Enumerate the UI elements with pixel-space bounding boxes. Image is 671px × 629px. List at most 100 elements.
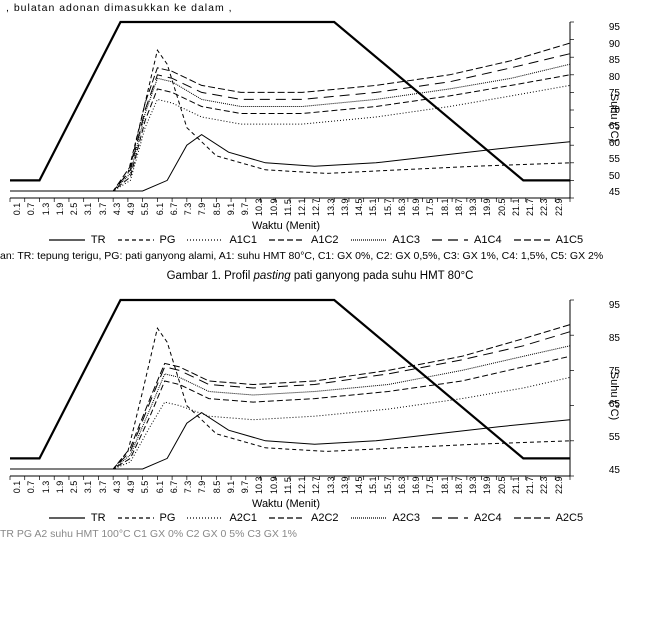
tick: 16.9 [411,480,421,494]
tick: 9.7 [240,202,250,216]
tick: 10.3 [254,480,264,494]
tick: 1.9 [55,202,65,216]
tick: 13.9 [340,480,350,494]
tick: 1.3 [41,202,51,216]
legend-item-A1C5: A1C5 [514,234,584,246]
tick: 15.1 [368,202,378,216]
legend-label: A1C5 [556,234,584,246]
caption1-ital: pasting [254,270,291,282]
legend-label: A2C3 [393,512,421,524]
series-A2C3 [10,345,570,468]
series-TR [10,412,570,468]
legend-label: A1C2 [311,234,339,246]
legend-label: A1C4 [474,234,502,246]
series-temp [10,300,570,458]
tick: 7.9 [197,480,207,494]
chart1-x-ticks: 0.10.71.31.92.53.13.74.34.95.56.16.77.37… [10,204,566,214]
tick: 4.3 [112,480,122,494]
legend-swatch [49,234,85,246]
tick: 45 [609,465,620,476]
chart2-wrap: 455565758595 Suhu (°C) 0.10.71.31.92.53.… [4,296,634,496]
tick: 19.3 [468,480,478,494]
tick: 0.1 [12,480,22,494]
tick: 2.5 [69,202,79,216]
tick: 55 [609,432,620,443]
tick: 14.5 [354,202,364,216]
tick: 21.7 [525,202,535,216]
tick: 16.3 [397,202,407,216]
legend-swatch [49,512,85,524]
series-temp [10,22,570,180]
tick: 3.1 [83,202,93,216]
tick: 21.7 [525,480,535,494]
legend-label: A2C5 [556,512,584,524]
tick: 2.5 [69,480,79,494]
legend-label: A2C1 [229,512,257,524]
tick: 22.3 [539,480,549,494]
legend-item-TR: TR [49,234,106,246]
legend-label: A1C3 [393,234,421,246]
tick: 1.3 [41,480,51,494]
legend-label: TR [91,234,106,246]
tick: 7.3 [183,480,193,494]
tick: 14.5 [354,480,364,494]
tick: 4.3 [112,202,122,216]
tick: 22.9 [554,202,564,216]
chart2-legend: TR PG A2C1 A2C2 A2C3 A2C4 A2C5 [6,512,626,524]
tick: 18.1 [440,480,450,494]
tick: 0.1 [12,202,22,216]
legend-label: A2C4 [474,512,502,524]
series-A1C5 [10,43,570,191]
tick: 22.3 [539,202,549,216]
tick: 13.9 [340,202,350,216]
legend-label: A2C2 [311,512,339,524]
legend-label: PG [160,512,176,524]
top-cropped-text: , bulatan adonan dimasukkan ke dalam , [6,2,646,14]
tick: 9.1 [226,480,236,494]
tick: 21.1 [511,202,521,216]
tick: 55 [609,154,620,165]
chart2-svg [4,296,634,496]
tick: 19.9 [482,202,492,216]
series-A2C2 [10,356,570,469]
tick: 45 [609,187,620,198]
tick: 7.3 [183,202,193,216]
tick: 16.3 [397,480,407,494]
legend-item-A1C4: A1C4 [432,234,502,246]
legend-swatch [351,234,387,246]
tick: 6.1 [155,480,165,494]
legend-swatch [187,234,223,246]
legend-swatch [432,512,468,524]
tick: 5.5 [140,480,150,494]
legend-label: TR [91,512,106,524]
tick: 11.5 [283,202,293,216]
tick: 17.5 [425,480,435,494]
series-A2C1 [10,377,570,469]
legend-swatch [118,234,154,246]
tick: 17.5 [425,202,435,216]
legend-item-A2C4: A2C4 [432,512,502,524]
tick: 1.9 [55,480,65,494]
tick: 7.9 [197,202,207,216]
legend-label: A1C1 [229,234,257,246]
tick: 12.1 [297,480,307,494]
tick: 13.3 [326,480,336,494]
legend-swatch [514,512,550,524]
tick: 6.1 [155,202,165,216]
tick: 5.5 [140,202,150,216]
tick: 18.7 [454,480,464,494]
tick: 10.3 [254,202,264,216]
legend-label: PG [160,234,176,246]
chart2-x-ticks: 0.10.71.31.92.53.13.74.34.95.56.16.77.37… [10,482,566,492]
tick: 10.9 [269,202,279,216]
series-A1C1 [10,85,570,191]
tick: 9.7 [240,480,250,494]
legend-swatch [269,512,305,524]
legend-swatch [351,512,387,524]
tick: 85 [609,55,620,66]
tick: 22.9 [554,480,564,494]
chart1-legend: TR PG A1C1 A1C2 A1C3 A1C4 A1C5 [6,234,626,246]
tick: 50 [609,171,620,182]
legend-item-PG: PG [118,512,176,524]
legend-swatch [269,234,305,246]
